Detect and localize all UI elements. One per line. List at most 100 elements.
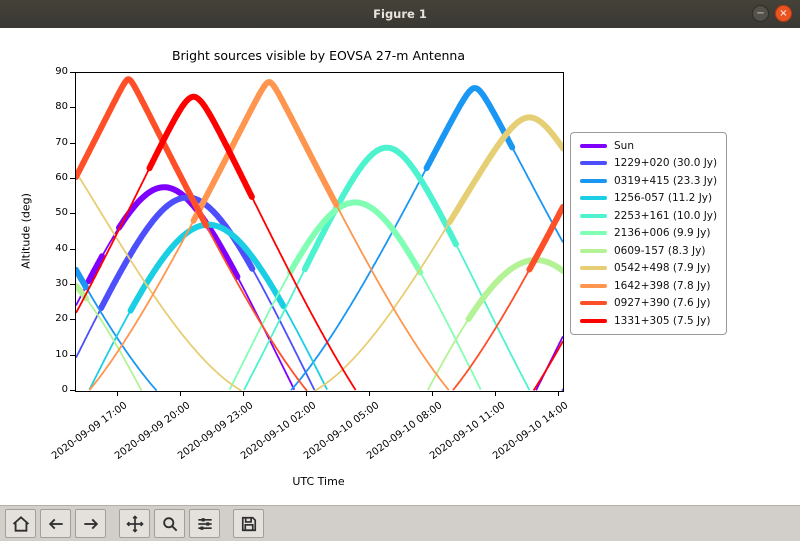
legend-entry: 2136+006 (9.9 Jy) <box>580 227 717 241</box>
legend-label: 0319+415 (23.3 Jy) <box>614 174 718 187</box>
zoom-magnifier-icon <box>162 516 177 531</box>
legend-entry: 0319+415 (23.3 Jy) <box>580 174 717 188</box>
legend: Sun 1229+020 (30.0 Jy) 0319+415 (23.3 Jy) 1… <box>570 132 728 335</box>
window-title: Figure 1 <box>373 7 427 21</box>
legend-entry: 1331+305 (7.5 Jy) <box>580 314 717 328</box>
close-button[interactable]: × <box>775 5 792 22</box>
y-tick-label: 80 <box>55 101 68 113</box>
y-tick-label: 60 <box>55 172 68 183</box>
legend-swatch <box>580 231 607 236</box>
x-axis-label: UTC Time <box>292 475 345 488</box>
series-thick-segment <box>446 114 563 226</box>
y-tick-mark <box>70 72 75 73</box>
legend-label: 1331+305 (7.5 Jy) <box>614 314 711 327</box>
pan-button[interactable] <box>119 509 150 538</box>
series-thick-segment <box>116 184 241 280</box>
series-thick-segment <box>287 199 424 276</box>
legend-label: 2136+006 (9.9 Jy) <box>614 227 711 240</box>
legend-swatch <box>580 178 607 183</box>
legend-entry: 1642+398 (7.8 Jy) <box>580 279 717 293</box>
legend-swatch <box>580 143 607 148</box>
series-thick-segment <box>76 76 210 229</box>
series-thick-segment <box>526 203 563 273</box>
close-icon: × <box>779 7 788 19</box>
legend-label: 0609-157 (8.3 Jy) <box>614 244 706 257</box>
series-thick-segment <box>423 85 516 172</box>
series-thick-segment <box>146 93 255 200</box>
forward-arrow-icon <box>83 518 98 529</box>
legend-swatch <box>580 196 607 201</box>
legend-label: 0542+498 (7.9 Jy) <box>614 262 711 275</box>
plot-toolbar <box>0 505 800 541</box>
x-tick-mark <box>305 391 307 396</box>
altitude-curves <box>76 76 563 391</box>
minimize-button[interactable]: − <box>752 5 769 22</box>
minimize-icon: − <box>756 7 765 19</box>
y-tick-mark <box>70 284 75 285</box>
home-button[interactable] <box>5 509 36 538</box>
x-tick-mark <box>557 391 559 396</box>
x-tick-mark <box>431 391 433 396</box>
plot-area[interactable] <box>75 72 564 392</box>
legend-label: 1642+398 (7.8 Jy) <box>614 279 711 292</box>
series-thick-segment <box>465 257 563 323</box>
legend-swatch <box>580 266 607 271</box>
legend-swatch <box>580 283 607 288</box>
series-thick-segment <box>85 253 105 285</box>
x-tick-mark <box>116 391 118 396</box>
configure-subplots-button[interactable] <box>189 509 220 538</box>
series-thick-segment <box>301 144 459 273</box>
legend-swatch <box>580 301 607 306</box>
legend-swatch <box>580 318 607 323</box>
y-tick-label: 50 <box>55 207 68 219</box>
zoom-button[interactable] <box>154 509 185 538</box>
forward-button[interactable] <box>75 509 106 538</box>
y-tick-mark <box>70 142 75 144</box>
y-tick-label: 40 <box>55 242 68 254</box>
y-tick-label: 20 <box>55 313 68 325</box>
x-tick-mark <box>494 391 496 396</box>
legend-entry: 0609-157 (8.3 Jy) <box>580 244 717 258</box>
save-floppy-icon <box>241 516 256 531</box>
y-tick-mark <box>70 213 75 215</box>
legend-label: Sun <box>614 139 634 152</box>
y-axis-label: Altitude (deg) <box>19 193 33 269</box>
y-tick-label: 10 <box>55 348 68 360</box>
legend-label: 2253+161 (10.0 Jy) <box>614 209 718 222</box>
legend-label: 1256-057 (11.2 Jy) <box>614 192 713 205</box>
sliders-icon <box>197 517 212 530</box>
legend-swatch <box>580 161 607 166</box>
chart-title: Bright sources visible by EOVSA 27-m Ant… <box>171 48 466 63</box>
window-controls: − × <box>752 5 792 22</box>
pan-move-icon <box>125 514 144 533</box>
x-tick-mark <box>368 391 370 396</box>
home-icon <box>12 515 29 532</box>
save-button[interactable] <box>233 509 264 538</box>
y-tick-mark <box>70 319 75 321</box>
y-tick-mark <box>70 354 75 356</box>
figure-canvas[interactable]: Bright sources visible by EOVSA 27-m Ant… <box>0 28 800 505</box>
x-tick-mark <box>179 391 181 396</box>
series-thick-segment <box>190 79 340 224</box>
y-tick-label: 90 <box>55 66 68 77</box>
legend-entry: 0927+390 (7.6 Jy) <box>580 297 717 311</box>
y-tick-mark <box>70 248 75 250</box>
legend-swatch <box>580 213 607 218</box>
series-thick-segment <box>127 221 287 314</box>
y-tick-mark <box>70 107 75 109</box>
y-tick-mark <box>70 178 75 179</box>
y-tick-mark <box>70 390 75 391</box>
legend-entry: 2253+161 (10.0 Jy) <box>580 209 717 223</box>
legend-swatch <box>580 248 607 253</box>
y-tick-label: 0 <box>61 384 68 395</box>
back-button[interactable] <box>40 509 71 538</box>
window-titlebar[interactable]: Figure 1 − × <box>0 0 800 28</box>
legend-entry: Sun <box>580 139 717 153</box>
legend-label: 1229+020 (30.0 Jy) <box>614 157 718 170</box>
x-tick-mark <box>242 391 244 396</box>
y-tick-label: 70 <box>55 136 68 148</box>
back-arrow-icon <box>48 518 63 529</box>
legend-entry: 0542+498 (7.9 Jy) <box>580 262 717 276</box>
y-tick-label: 30 <box>55 278 68 289</box>
